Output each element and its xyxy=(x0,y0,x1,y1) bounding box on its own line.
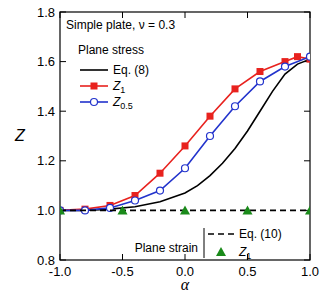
marker xyxy=(157,187,164,194)
legend-label: Eq. (8) xyxy=(113,63,149,77)
legend-line xyxy=(208,233,234,235)
x-tick xyxy=(310,254,311,260)
y-tick-label: 1.8 xyxy=(37,5,55,20)
series-line xyxy=(60,59,310,210)
marker xyxy=(91,83,98,90)
series-line xyxy=(60,57,310,211)
y-tick-label: 1.0 xyxy=(37,203,55,218)
x-tick-top xyxy=(185,12,186,18)
marker xyxy=(216,247,226,256)
marker xyxy=(118,205,128,214)
y-tick xyxy=(60,160,66,161)
marker xyxy=(305,205,310,214)
x-tick xyxy=(122,254,123,260)
marker xyxy=(182,165,189,172)
x-tick xyxy=(60,254,61,260)
x-tick-top xyxy=(310,12,311,18)
marker xyxy=(257,68,264,75)
legend-label: Z1 xyxy=(238,245,251,261)
marker xyxy=(91,99,98,106)
marker xyxy=(257,78,264,85)
x-tick-top xyxy=(60,12,61,18)
y-label: Z xyxy=(14,127,26,144)
legend-line xyxy=(80,69,108,71)
y-tick-label: 1.6 xyxy=(37,54,55,69)
legend-title: Plane strain xyxy=(135,241,198,255)
marker xyxy=(180,205,190,214)
marker xyxy=(307,53,311,60)
y-tick-label: 0.8 xyxy=(37,253,55,268)
x-tick-label: 0.5 xyxy=(238,264,256,279)
x-tick-label: -0.5 xyxy=(111,264,133,279)
y-tick-right xyxy=(304,260,310,261)
x-label: α xyxy=(181,276,190,293)
title: Simple plate, ν = 0.3 xyxy=(66,18,175,32)
y-tick-right xyxy=(304,160,310,161)
y-tick-label: 1.2 xyxy=(37,153,55,168)
y-tick-label: 1.4 xyxy=(37,104,55,119)
plot-data xyxy=(60,53,310,214)
marker xyxy=(207,113,214,120)
marker xyxy=(60,205,65,214)
x-tick-top xyxy=(247,12,248,18)
legend-title: Plane stress xyxy=(78,43,144,57)
series-line xyxy=(60,57,310,211)
y-tick-right xyxy=(304,111,310,112)
y-tick xyxy=(60,260,66,261)
legend-label: Z0.5 xyxy=(112,95,133,111)
marker xyxy=(182,142,189,149)
marker xyxy=(294,53,301,60)
marker xyxy=(157,170,164,177)
legend-label: Eq. (10) xyxy=(239,227,282,241)
marker xyxy=(132,197,139,204)
chart: -1.0-0.50.00.51.00.81.01.21.41.61.8αZSim… xyxy=(0,0,321,295)
x-tick-label: 1.0 xyxy=(301,264,319,279)
y-tick xyxy=(60,12,66,13)
y-tick-right xyxy=(304,12,310,13)
legend-divider xyxy=(204,228,205,258)
legend-label: Z1 xyxy=(112,79,125,95)
y-tick xyxy=(60,61,66,62)
marker xyxy=(232,103,239,110)
marker xyxy=(282,63,289,70)
marker xyxy=(232,85,239,92)
y-tick xyxy=(60,111,66,112)
marker xyxy=(243,205,253,214)
frame xyxy=(60,12,310,260)
marker xyxy=(207,133,214,140)
